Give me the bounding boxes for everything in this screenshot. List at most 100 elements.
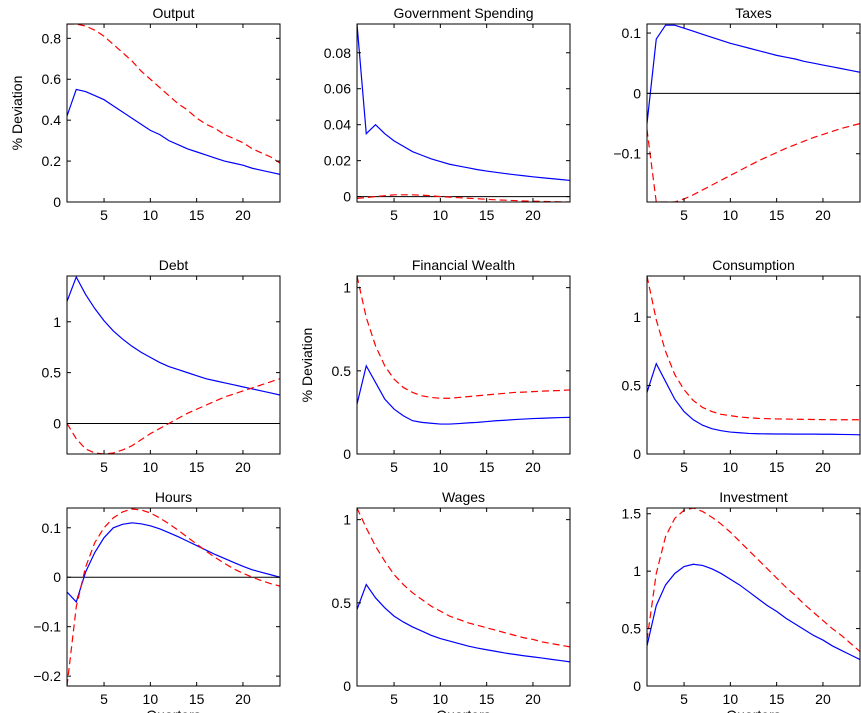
- x-tick-label: 10: [433, 459, 449, 475]
- y-tick-label: 0.5: [42, 365, 62, 381]
- x-tick-label: 20: [525, 691, 541, 707]
- x-tick-label: 15: [479, 459, 495, 475]
- panel-wages: 5 10 15 20 0 0.5 1 Wages Quarters: [332, 489, 571, 713]
- solid-series-line: [67, 88, 280, 175]
- x-tick-label: 5: [680, 207, 688, 223]
- y-tick-label: 0: [53, 194, 61, 210]
- solid-series-line: [67, 276, 280, 396]
- x-tick-label: 10: [723, 459, 739, 475]
- y-tick-label: 0: [53, 415, 61, 431]
- y-tick-label: 0.5: [622, 621, 642, 637]
- x-tick-label: 20: [815, 691, 831, 707]
- y-tick-label: 0.5: [622, 378, 642, 394]
- y-tick-label: 1: [343, 280, 351, 296]
- x-axis-label: Quarters: [436, 707, 490, 713]
- x-axis-label: Quarters: [146, 707, 200, 713]
- x-tick-label: 10: [723, 207, 739, 223]
- y-tick-label: 1: [633, 563, 641, 579]
- y-tick-label: 0.02: [324, 153, 351, 169]
- x-tick-label: 20: [235, 691, 251, 707]
- y-tick-label: 0: [343, 446, 351, 462]
- x-tick-label: 5: [680, 459, 688, 475]
- x-tick-label: 15: [189, 207, 205, 223]
- y-tick-label: −0.1: [613, 146, 641, 162]
- y-tick-label: −0.2: [33, 668, 61, 684]
- x-tick-label: 5: [100, 459, 108, 475]
- x-tick-label: 15: [479, 207, 495, 223]
- y-axis-label: % Deviation: [9, 76, 25, 151]
- panel-government-spending: 5 10 15 20 0 0.02 0.04 0.06 0.08 Government Spend…: [324, 5, 571, 223]
- x-tick-label: 20: [815, 459, 831, 475]
- panel-title: Hours: [155, 489, 192, 505]
- y-tick-label: 0.04: [324, 117, 351, 133]
- x-tick-label: 5: [100, 207, 108, 223]
- x-tick-label: 20: [235, 207, 251, 223]
- x-tick-label: 10: [143, 207, 159, 223]
- panel-title: Taxes: [735, 5, 772, 21]
- solid-series-line: [357, 583, 570, 663]
- dashed-series-line: [647, 508, 860, 653]
- x-tick-label: 5: [390, 459, 398, 475]
- y-tick-label: −0.1: [33, 619, 61, 635]
- y-tick-label: 1: [53, 314, 61, 330]
- axes-frame: [66, 507, 281, 687]
- y-tick-label: 0.5: [332, 595, 352, 611]
- dashed-series-line: [647, 276, 860, 421]
- axes-frame: [66, 275, 281, 455]
- y-tick-label: 0.1: [622, 25, 642, 41]
- panel-hours: 5 10 15 20 −0.2 −0.1 0 0.1 Hours Quarters: [33, 489, 281, 713]
- x-tick-label: 5: [390, 207, 398, 223]
- axes-frame: [356, 275, 571, 455]
- panel-title: Consumption: [712, 257, 795, 273]
- solid-series-line: [67, 522, 280, 604]
- x-tick-label: 10: [143, 691, 159, 707]
- x-tick-label: 15: [769, 691, 785, 707]
- y-tick-label: 0.2: [42, 153, 62, 169]
- panel-title: Investment: [719, 489, 788, 505]
- y-tick-label: 1.5: [622, 506, 642, 522]
- x-tick-label: 15: [479, 691, 495, 707]
- y-tick-label: 0.4: [42, 112, 62, 128]
- x-tick-label: 10: [433, 691, 449, 707]
- x-tick-label: 20: [525, 459, 541, 475]
- solid-series-line: [647, 362, 860, 436]
- dashed-series-line: [67, 24, 280, 164]
- panel-financial-wealth: 5 10 15 20 0 0.5 1 Financial Wealth % Deviation: [299, 257, 571, 475]
- x-tick-label: 10: [143, 459, 159, 475]
- dashed-series-line: [67, 508, 280, 686]
- y-tick-label: 1: [633, 309, 641, 325]
- axes-frame: [66, 23, 281, 203]
- y-tick-label: 0: [343, 189, 351, 205]
- x-tick-label: 20: [815, 207, 831, 223]
- x-tick-label: 20: [525, 207, 541, 223]
- x-axis-label: Quarters: [726, 707, 780, 713]
- solid-series-line: [357, 364, 570, 425]
- x-tick-label: 5: [100, 691, 108, 707]
- y-tick-label: 0.5: [332, 363, 352, 379]
- panel-title: Debt: [159, 257, 189, 273]
- x-tick-label: 10: [723, 691, 739, 707]
- axes-frame: [646, 507, 861, 687]
- dashed-series-line: [357, 508, 570, 648]
- y-tick-label: 0.06: [324, 81, 351, 97]
- solid-series-line: [647, 24, 860, 124]
- solid-series-line: [647, 563, 860, 661]
- axes-frame: [646, 275, 861, 455]
- panel-investment: 5 10 15 20 0 0.5 1 1.5 Investment Quarters: [622, 489, 861, 713]
- y-tick-label: 0.1: [42, 520, 62, 536]
- y-tick-label: 0: [633, 85, 641, 101]
- panel-title: Government Spending: [393, 5, 533, 21]
- axes-frame: [356, 507, 571, 687]
- dashed-series-line: [647, 122, 860, 202]
- axes-frame: [646, 23, 861, 203]
- x-tick-label: 15: [769, 207, 785, 223]
- y-tick-label: 0.6: [42, 71, 62, 87]
- axes-frame: [356, 23, 571, 203]
- x-tick-label: 15: [189, 691, 205, 707]
- y-tick-label: 0: [53, 569, 61, 585]
- y-tick-label: 1: [343, 512, 351, 528]
- panel-taxes: 5 10 15 20 −0.1 0 0.1 Taxes: [613, 5, 861, 223]
- y-tick-label: 0: [343, 678, 351, 694]
